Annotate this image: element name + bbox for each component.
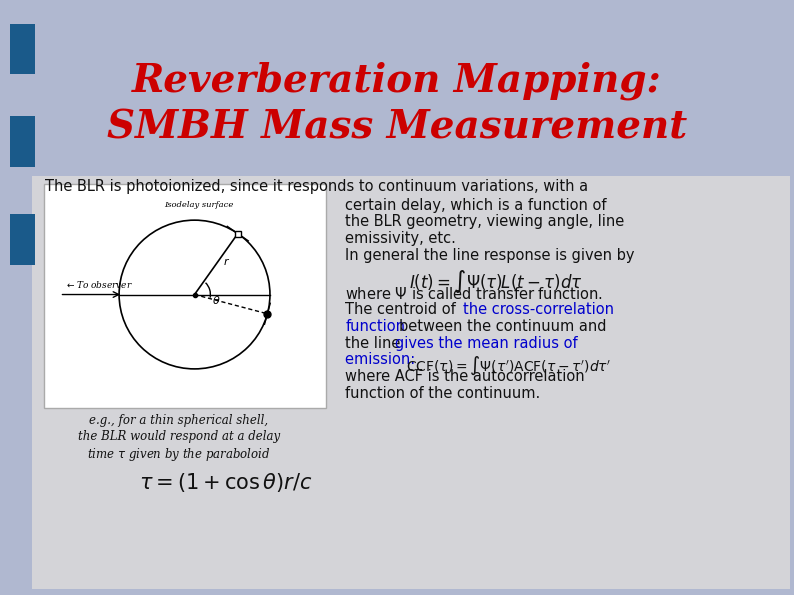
Text: SMBH Mass Measurement: SMBH Mass Measurement	[107, 109, 687, 147]
Text: the BLR would respond at a delay: the BLR would respond at a delay	[78, 430, 279, 443]
Text: The BLR is photoionized, since it responds to continuum variations, with a: The BLR is photoionized, since it respon…	[45, 178, 588, 193]
FancyBboxPatch shape	[44, 184, 326, 408]
Text: the cross-correlation: the cross-correlation	[463, 302, 614, 318]
Text: function: function	[345, 319, 406, 334]
Text: the line: the line	[345, 336, 406, 351]
Text: $r$: $r$	[222, 256, 229, 267]
Text: where ACF is the autocorrelation: where ACF is the autocorrelation	[345, 369, 585, 384]
Text: function of the continuum.: function of the continuum.	[345, 386, 541, 401]
Text: $\leftarrow$To observer: $\leftarrow$To observer	[65, 279, 133, 290]
Text: e.g., for a thin spherical shell,: e.g., for a thin spherical shell,	[89, 414, 268, 427]
Text: gives the mean radius of: gives the mean radius of	[395, 336, 577, 351]
Text: In general the line response is given by: In general the line response is given by	[345, 248, 635, 262]
Text: $I(t) = \int \Psi(\tau)L(t-\tau)d\tau$: $I(t) = \int \Psi(\tau)L(t-\tau)d\tau$	[410, 268, 583, 295]
FancyBboxPatch shape	[10, 24, 35, 74]
Text: Reverberation Mapping:: Reverberation Mapping:	[132, 61, 662, 99]
FancyBboxPatch shape	[32, 176, 790, 589]
Text: Isodelay surface: Isodelay surface	[164, 202, 233, 209]
Text: $\mathrm{CCF}(\tau) = \int \Psi(\tau')\mathrm{ACF}(\tau-\tau')d\tau'$: $\mathrm{CCF}(\tau) = \int \Psi(\tau')\m…	[406, 355, 611, 377]
Text: The centroid of: The centroid of	[345, 302, 461, 318]
Text: $\theta$: $\theta$	[213, 295, 221, 306]
Text: emissivity, etc.: emissivity, etc.	[345, 231, 457, 246]
FancyBboxPatch shape	[10, 116, 35, 167]
FancyBboxPatch shape	[10, 214, 35, 265]
Text: time $\tau$ given by the paraboloid: time $\tau$ given by the paraboloid	[87, 446, 271, 463]
Text: $\tau = (1 + \cos\theta)r/c$: $\tau = (1 + \cos\theta)r/c$	[139, 471, 312, 494]
Text: where $\Psi$ is called transfer function.: where $\Psi$ is called transfer function…	[345, 286, 603, 302]
Text: certain delay, which is a function of: certain delay, which is a function of	[345, 198, 607, 212]
Text: emission:: emission:	[345, 352, 420, 368]
Text: the BLR geometry, viewing angle, line: the BLR geometry, viewing angle, line	[345, 214, 625, 229]
Text: between the continuum and: between the continuum and	[399, 319, 607, 334]
